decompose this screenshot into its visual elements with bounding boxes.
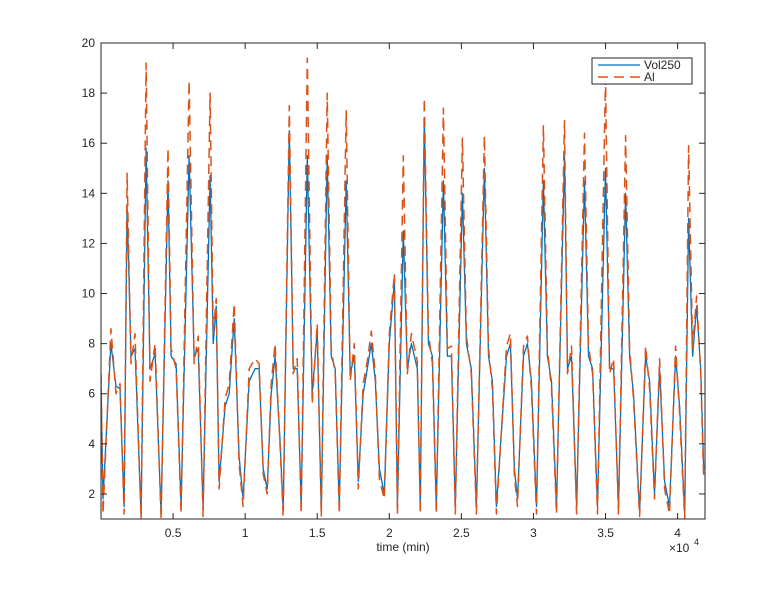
x-tick-label: 1 [242,526,249,540]
x-tick-label: 3 [530,526,537,540]
x-tick-label: 0.5 [165,526,182,540]
legend-label-vol250: Vol250 [644,58,681,72]
series-layer [101,57,705,519]
x-tick-label: 4 [674,526,681,540]
y-tick-label: 10 [82,287,96,301]
y-tick-label: 2 [88,487,95,501]
y-tick-label: 4 [88,437,95,451]
x-tick-label: 2.5 [453,526,470,540]
x-tick-label: 3.5 [597,526,614,540]
y-tick-label: 12 [82,236,96,250]
y-tick-label: 6 [88,387,95,401]
legend-label-al: Al [644,70,655,84]
x-exponent-power: 4 [694,537,699,547]
y-tick-label: 16 [82,136,96,150]
axes-box [100,42,706,520]
x-exponent: ×10 4 [669,537,699,555]
series-line-al [101,57,705,519]
x-axis-label: time (min) [376,540,429,554]
x-tick-label: 1.5 [309,526,326,540]
x-exponent-base: ×10 [669,541,690,555]
legend: Vol250 Al [591,57,693,85]
y-tick-label: 14 [82,186,96,200]
legend-box [591,57,693,85]
x-tick-label: 2 [386,526,393,540]
y-tick-label: 20 [82,36,96,50]
ticks-layer: 0.5 1 1.5 2 2.5 3 3.5 4 2 4 6 8 10 12 14 16 18 20 [82,36,705,540]
plot-background [101,43,705,519]
y-tick-label: 8 [88,337,95,351]
y-tick-label: 18 [82,86,96,100]
